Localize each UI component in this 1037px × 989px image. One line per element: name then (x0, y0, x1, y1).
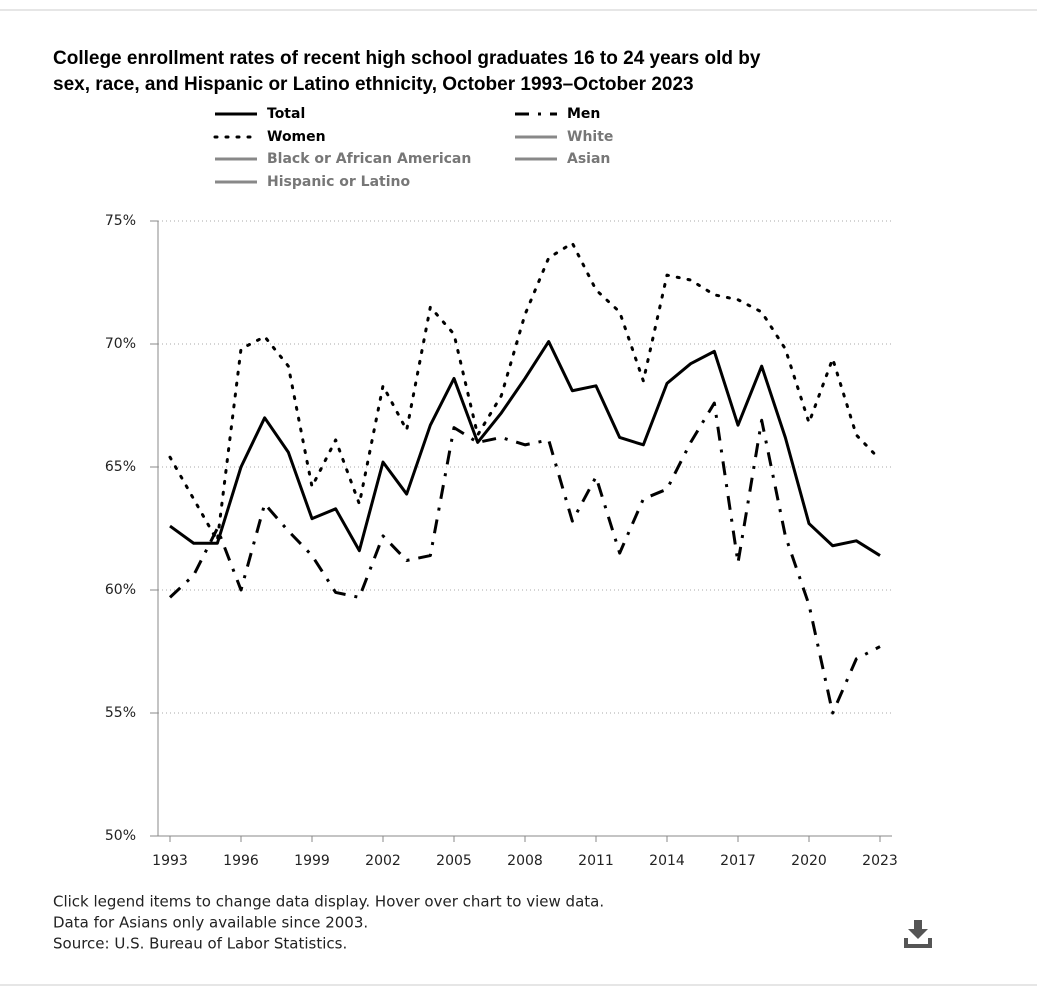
x-tick-label: 2005 (436, 853, 472, 869)
legend-item[interactable]: Total (215, 106, 305, 122)
legend-item[interactable]: Men (515, 106, 600, 122)
y-tick-label: 75% (105, 213, 136, 229)
legend-label: White (567, 129, 613, 145)
legend-item[interactable]: Black or African American (215, 151, 471, 167)
legend-label: Black or African American (267, 151, 471, 167)
x-tick-label: 1993 (152, 853, 188, 869)
x-tick-label: 2014 (649, 853, 685, 869)
series-line (168, 241, 882, 543)
x-tick-label: 2020 (791, 853, 827, 869)
y-tick-label: 70% (105, 336, 136, 352)
x-tick-label: 2023 (862, 853, 898, 869)
legend-label: Hispanic or Latino (267, 174, 410, 190)
legend-label: Women (267, 129, 326, 145)
legend-item[interactable]: Asian (515, 151, 610, 167)
legend-label: Total (267, 106, 305, 122)
series-line (169, 340, 881, 557)
series-line (168, 401, 881, 715)
y-tick-label: 55% (105, 705, 136, 721)
legend-label: Asian (567, 151, 610, 167)
note: Data for Asians only available since 200… (53, 914, 368, 932)
y-tick-label: 65% (105, 459, 136, 475)
legend-item[interactable]: Hispanic or Latino (215, 174, 410, 190)
chart-title: College enrollment rates of recent high … (53, 48, 761, 69)
legend-label: Men (567, 106, 600, 122)
chart-title: sex, race, and Hispanic or Latino ethnic… (53, 74, 694, 95)
x-tick-label: 1996 (223, 853, 259, 869)
download-icon[interactable] (904, 920, 932, 948)
x-tick-label: 2002 (365, 853, 401, 869)
note: Source: U.S. Bureau of Labor Statistics. (53, 935, 347, 953)
x-tick-label: 1999 (294, 853, 330, 869)
legend-item[interactable]: Women (213, 129, 326, 145)
x-tick-label: 2011 (578, 853, 614, 869)
x-tick-label: 2017 (720, 853, 756, 869)
y-tick-label: 60% (105, 582, 136, 598)
note: Click legend items to change data displa… (53, 893, 604, 911)
x-tick-label: 2008 (507, 853, 543, 869)
legend-item[interactable]: White (515, 129, 613, 145)
y-tick-label: 50% (105, 828, 136, 844)
